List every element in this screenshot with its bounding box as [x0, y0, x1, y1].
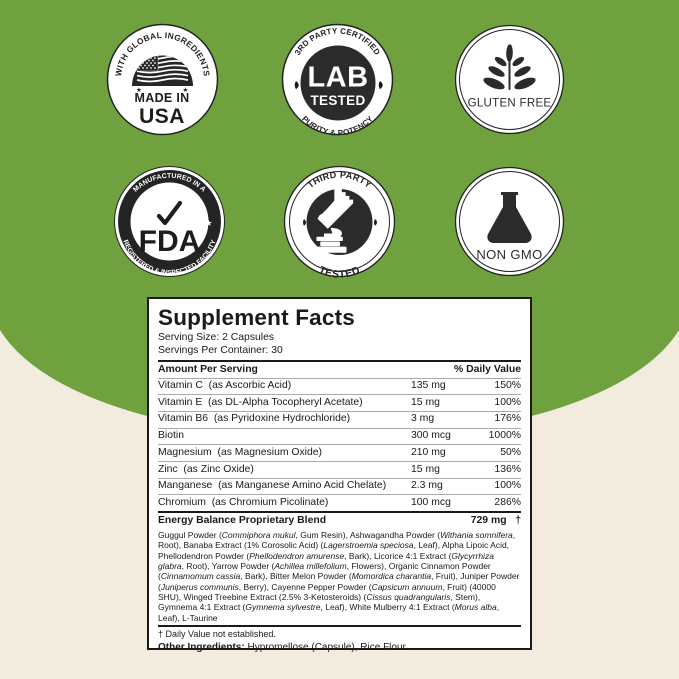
svg-text:FDA: FDA	[139, 225, 201, 258]
svg-text:NON GMO: NON GMO	[476, 247, 542, 262]
svg-text:LAB: LAB	[307, 61, 368, 93]
svg-text:GLUTEN FREE: GLUTEN FREE	[468, 97, 552, 109]
svg-text:TESTED: TESTED	[310, 93, 365, 108]
svg-text:★: ★	[205, 218, 213, 228]
